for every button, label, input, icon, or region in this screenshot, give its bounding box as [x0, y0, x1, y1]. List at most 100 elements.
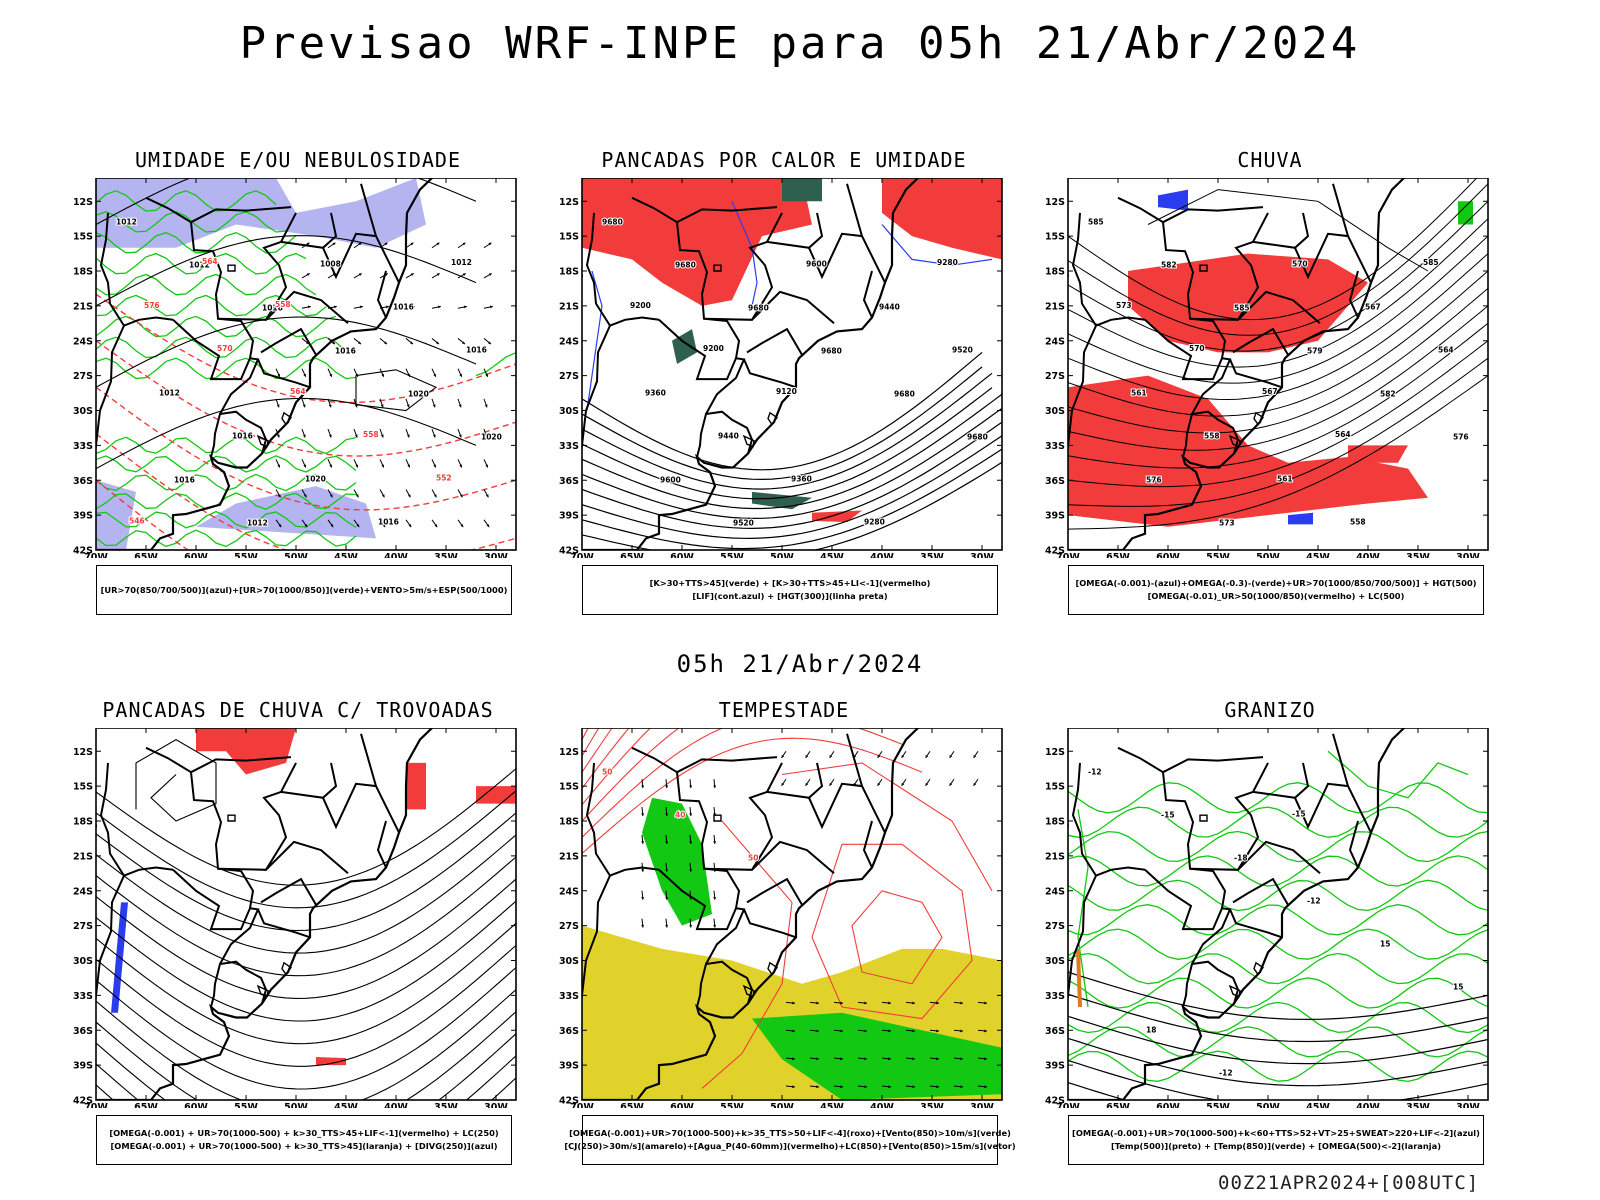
country-state-border [1237, 290, 1321, 325]
humidity-low-contour [475, 352, 516, 377]
lake-outline [767, 961, 778, 976]
contour-label: 582 [1380, 390, 1396, 399]
lat-label: 39S [559, 1061, 579, 1072]
thunder-red [476, 786, 516, 804]
lon-label: 50W [284, 1102, 308, 1108]
contour-label: 9600 [660, 476, 681, 485]
lat-label: 21S [559, 851, 579, 862]
instability-red [582, 178, 812, 306]
lon-label: 30W [484, 552, 508, 558]
lon-label: 40W [384, 1102, 408, 1108]
precip-water-red [582, 728, 613, 773]
country-state-border [257, 359, 311, 389]
country-state-border [210, 410, 268, 458]
lon-label: 55W [1206, 1102, 1230, 1108]
contour-label: 9680 [748, 304, 769, 313]
panel-title: PANCADAS POR CALOR E UMIDADE [601, 148, 967, 172]
contour-label: 573 [1219, 519, 1235, 528]
map-frame [95, 728, 517, 1101]
thunder-red [196, 728, 296, 775]
contour-label: 567 [1262, 387, 1278, 396]
country-state-border [1232, 327, 1289, 356]
country-state-border [1252, 212, 1310, 249]
lat-label: 18S [73, 817, 93, 828]
humidity-low-contour [96, 294, 327, 317]
panel-pancadas-calor: PANCADAS POR CALOR E UMIDADE 9680 9680 968… [544, 148, 1024, 628]
weather-map: 9680 9680 9680 9680 9680 9680 9600 9520 9600 9440… [559, 178, 1003, 558]
lon-label: 35W [920, 1102, 944, 1108]
map-frame [1067, 728, 1489, 1101]
precip-water-red [582, 728, 680, 822]
lat-label: 30S [559, 956, 579, 967]
contour-label: 579 [1307, 347, 1323, 356]
temp850-contour [1068, 977, 1488, 1009]
height-500-contour [1068, 270, 1488, 417]
height-500-contour [1068, 288, 1488, 434]
height-500-contour [1068, 183, 1488, 336]
lon-label: 70W [570, 1102, 594, 1108]
lat-label: 27S [73, 371, 93, 382]
country-state-border [322, 232, 400, 284]
streamline [96, 812, 516, 932]
streamline [96, 768, 516, 886]
contour-label: 9280 [937, 258, 958, 267]
lat-label: 15S [559, 232, 579, 243]
country-state-border [265, 290, 349, 325]
pressure-contour [96, 316, 477, 388]
height-300-contour [582, 387, 993, 500]
country-state-border [99, 762, 174, 877]
lake-outline [256, 434, 269, 448]
humidity-low-contour [96, 211, 287, 233]
country-state-border [676, 756, 778, 774]
contour-label: 558 [363, 430, 379, 439]
country-state-border [1229, 359, 1283, 389]
lat-label: 12S [73, 747, 93, 758]
lat-label: 27S [559, 371, 579, 382]
contour-label: 1016 [174, 476, 195, 485]
lon-label: 55W [720, 1102, 744, 1108]
contour-label: 1012 [116, 218, 137, 227]
contour-label: 570 [217, 344, 233, 353]
temp500-contour [1068, 971, 1488, 1021]
contour-label: 1020 [305, 474, 326, 483]
lon-label: 50W [770, 552, 794, 558]
country-state-border [751, 290, 835, 325]
streamline [96, 1011, 516, 1100]
lifted-index-contour [586, 270, 603, 411]
country-state-border [1117, 746, 1227, 909]
contour-label: 576 [1146, 476, 1162, 485]
precip-water-red [851, 890, 943, 985]
country-state-border [280, 212, 338, 249]
lifted-index-contour [881, 224, 993, 266]
lat-label: 18S [73, 267, 93, 278]
country-state-border [1068, 875, 1097, 1004]
humidity-low-contour [96, 357, 357, 380]
country-state-border [1348, 820, 1359, 868]
country-state-border [808, 232, 886, 284]
map-content: -12 -15 -18 -12 15 15 18 -12 -15 [1068, 728, 1488, 1100]
contour-label: 9680 [675, 261, 696, 270]
mid-date: 05h 21/Abr/2024 [676, 650, 924, 678]
lat-label: 42S [559, 1096, 579, 1107]
lat-label: 15S [73, 782, 93, 793]
streamline [96, 989, 516, 1100]
contour-label: 1016 [378, 517, 399, 526]
lon-label: 65W [620, 552, 644, 558]
wind850-green [642, 797, 712, 926]
country-state-border [1182, 410, 1240, 458]
height-300-contour [582, 461, 1002, 550]
country-state-border [1348, 270, 1359, 318]
legend-line: [OMEGA(-0.01)_UR>50(1000/850)(vermelho) … [1147, 591, 1405, 601]
temp850-contour [1068, 904, 1488, 936]
lat-label: 21S [1045, 301, 1065, 312]
lake-outline [256, 984, 269, 998]
lat-label: 42S [73, 1096, 93, 1107]
temp850-contour [1068, 806, 1488, 838]
contour-label: 558 [1204, 431, 1220, 440]
country-state-border [1182, 960, 1240, 1008]
map-content: 50 40 50 [582, 728, 1002, 1100]
contour-label: 9120 [776, 387, 797, 396]
height-300-contour [582, 407, 1002, 520]
lat-label: 18S [559, 817, 579, 828]
